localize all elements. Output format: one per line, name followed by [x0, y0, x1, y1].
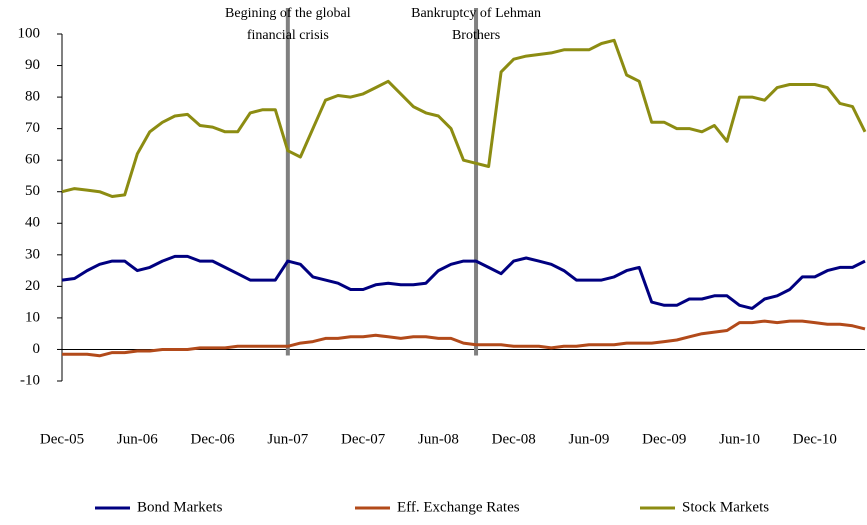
y-tick-label: 20	[25, 278, 40, 294]
y-tick-label: 0	[33, 341, 41, 357]
series-line	[62, 319, 866, 358]
x-tick-label: Dec-10	[793, 431, 837, 447]
annotation: Bankruptcy of Lehman	[411, 6, 541, 21]
x-tick-label: Dec-05	[40, 431, 84, 447]
x-tick-label: Jun-09	[569, 431, 610, 447]
y-tick-label: 60	[25, 152, 40, 168]
x-tick-label: Dec-09	[642, 431, 686, 447]
annotation: Begining of the global	[225, 6, 351, 21]
series-line	[61, 254, 866, 310]
x-tick-label: Dec-08	[492, 431, 536, 447]
annotation: Brothers	[452, 28, 500, 43]
x-tick-label: Dec-07	[341, 431, 386, 447]
y-tick-label: 50	[25, 183, 40, 199]
y-tick-label: 80	[25, 89, 40, 105]
y-tick-label: 30	[25, 246, 40, 262]
legend-label: Stock Markets	[682, 499, 769, 515]
x-tick-label: Jun-06	[117, 431, 158, 447]
annotation: financial crisis	[247, 28, 329, 43]
legend-label: Bond Markets	[137, 499, 223, 515]
y-tick-label: 10	[25, 309, 40, 325]
y-tick-label: -10	[20, 372, 40, 388]
y-tick-label: 90	[25, 57, 40, 73]
series-line	[61, 38, 867, 198]
y-tick-label: 40	[25, 215, 40, 231]
x-tick-label: Jun-08	[418, 431, 459, 447]
legend-label: Eff. Exchange Rates	[397, 499, 520, 515]
x-tick-label: Dec-06	[190, 431, 235, 447]
y-tick-label: 70	[25, 120, 40, 136]
x-tick-label: Jun-10	[719, 431, 760, 447]
x-tick-label: Jun-07	[267, 431, 308, 447]
y-tick-label: 100	[18, 25, 41, 41]
